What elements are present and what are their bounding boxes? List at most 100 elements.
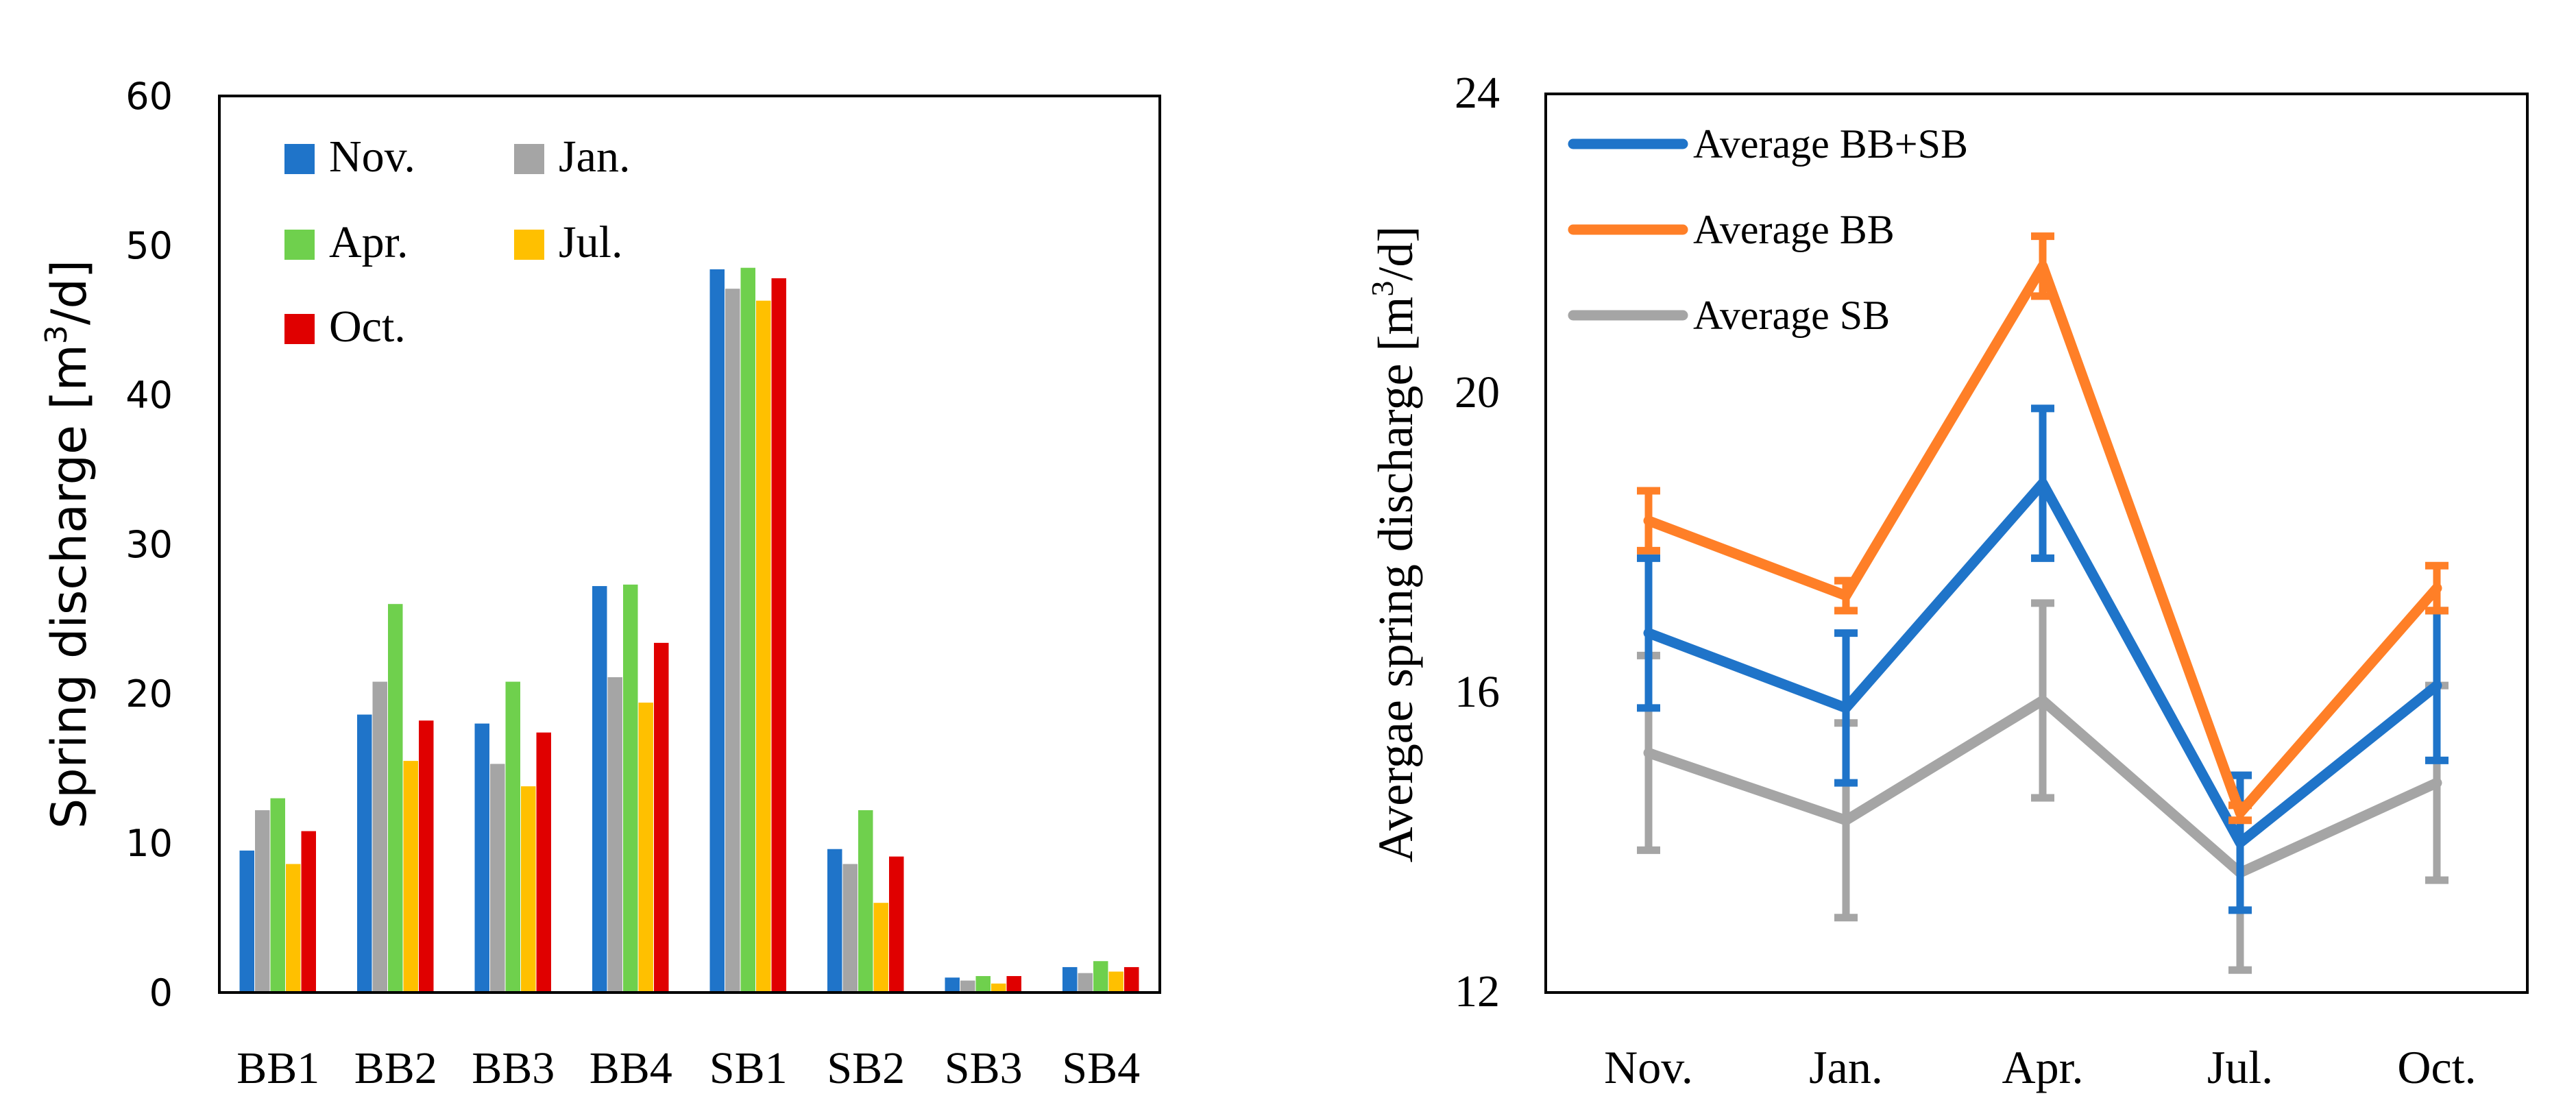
bar-chart: 0 10 20 30 40 50 60 BB1 BB2 BB3 BB4 SB1 SB2 SB3 SB4 S… (39, 75, 1161, 1093)
bar-sb2-oct (889, 856, 904, 993)
bar-legend: Nov. Jan. Apr. Jul. Oct. (284, 132, 630, 352)
bar-bb1-apr (270, 798, 285, 993)
bar-bb4-oct (654, 642, 669, 993)
bar-legend-swatch (284, 230, 315, 260)
error-bar (2031, 404, 2054, 562)
bar-sb3-apr (975, 976, 991, 993)
bar-bb1-nov (239, 850, 254, 993)
error-bar (1834, 576, 1858, 615)
line-y-tick-label: 20 (1455, 367, 1500, 417)
bar-legend-swatch (514, 144, 544, 174)
bar-bb4-nov (592, 586, 607, 993)
bar-sb2-jan (842, 864, 858, 993)
line-x-tick-label: Oct. (2397, 1041, 2476, 1093)
bar-sb1-oct (771, 278, 786, 993)
bar-bb2-nov (357, 714, 372, 993)
bar-legend-swatch (284, 144, 315, 174)
error-bar (2425, 561, 2449, 615)
bar-y-tick-label: 0 (149, 971, 173, 1014)
bar-bb1-jul (286, 864, 301, 993)
line-y-tick-label: 12 (1455, 966, 1500, 1016)
bar-sb3-jul (991, 983, 1006, 993)
error-bar (1637, 554, 1660, 712)
line-legend-label: Average BB+SB (1693, 121, 1968, 167)
bar-series-group (239, 267, 1139, 993)
bar-x-tick-label: SB1 (709, 1043, 788, 1093)
bar-bb2-oct (419, 720, 434, 993)
bar-bb4-apr (623, 584, 638, 993)
line-y-tick-label: 24 (1455, 68, 1500, 118)
bar-x-tick-label: BB3 (472, 1043, 555, 1093)
bar-plot-frame (218, 95, 1161, 994)
bar-bb2-jan (372, 681, 387, 993)
error-bar (1637, 487, 1660, 555)
bar-bb1-oct (301, 831, 316, 993)
bar-sb1-jul (756, 300, 771, 993)
line-legend-label: Average BB (1693, 207, 1895, 252)
bar-y-tick-label: 50 (125, 224, 173, 267)
bar-sb2-apr (858, 810, 873, 993)
bar-y-tick-labels: 0 10 20 30 40 50 60 (125, 75, 173, 1014)
bar-y-tick-label: 60 (125, 75, 173, 118)
bar-sb2-nov (827, 849, 842, 993)
bar-sb3-nov (945, 977, 960, 993)
line-y-axis-label: Avergae spring discharge [m3/d] (1365, 226, 1423, 863)
line-chart: 12 16 20 24 Nov. Jan. Apr. Jul. Oct. Avergae sp… (1365, 68, 2529, 1093)
bar-y-tick-label: 40 (125, 374, 173, 417)
bar-legend-label: Nov. (329, 132, 415, 182)
bar-legend-label: Oct. (329, 302, 406, 352)
bar-sb3-jan (960, 980, 975, 993)
bar-bb3-jan (490, 764, 505, 993)
bar-bb3-nov (474, 723, 489, 993)
bar-legend-swatch (514, 230, 544, 260)
error-bar (2228, 801, 2252, 825)
error-bar (2031, 599, 2054, 802)
bar-sb3-oct (1006, 976, 1021, 993)
bar-bb2-apr (388, 604, 403, 993)
bar-y-tick-label: 20 (125, 672, 173, 716)
line-x-tick-label: Jan. (1809, 1041, 1883, 1093)
bar-x-tick-label: BB1 (236, 1043, 319, 1093)
error-bar (2031, 232, 2054, 300)
bar-y-tick-label: 10 (125, 822, 173, 865)
bar-bb1-jan (255, 810, 270, 993)
bar-bb3-jul (521, 786, 536, 993)
bar-sb4-nov (1062, 966, 1078, 993)
line-plot-frame (1544, 93, 2529, 994)
error-bar (1834, 629, 1858, 787)
line-legend: Average BB+SB Average BB Average SB (1568, 121, 1968, 338)
bar-sb1-nov (709, 269, 725, 993)
bar-x-tick-label: SB4 (1062, 1043, 1140, 1093)
bar-legend-label: Jul. (559, 217, 623, 267)
line-x-tick-label: Nov. (1604, 1041, 1693, 1093)
line-x-tick-label: Jul. (2207, 1041, 2273, 1093)
bar-bb4-jan (607, 677, 622, 993)
line-legend-label: Average SB (1693, 293, 1890, 338)
bar-legend-label: Jan. (559, 132, 630, 182)
bar-sb1-jan (725, 289, 740, 993)
bar-legend-label: Apr. (329, 217, 409, 267)
bar-bb3-oct (536, 732, 551, 993)
bar-x-tick-labels: BB1 BB2 BB3 BB4 SB1 SB2 SB3 SB4 (236, 1043, 1140, 1093)
bar-sb4-apr (1093, 961, 1108, 993)
bar-sb4-jul (1108, 971, 1123, 993)
bar-x-tick-label: BB4 (590, 1043, 672, 1093)
bar-sb4-oct (1124, 966, 1139, 993)
bar-sb2-jul (873, 903, 888, 993)
line-y-tick-label: 16 (1455, 667, 1500, 717)
bar-legend-swatch (284, 314, 315, 344)
bar-sb1-apr (740, 267, 755, 993)
line-x-tick-label: Apr. (2002, 1041, 2084, 1093)
line-y-tick-labels: 12 16 20 24 (1455, 68, 1500, 1016)
bar-x-tick-label: BB2 (354, 1043, 437, 1093)
line-series-group (1637, 232, 2449, 974)
bar-bb4-jul (638, 703, 653, 993)
bar-sb4-jan (1078, 973, 1093, 993)
line-x-tick-labels: Nov. Jan. Apr. Jul. Oct. (1604, 1041, 2476, 1093)
bar-bb2-jul (403, 761, 418, 993)
bar-y-axis-label: Spring discharge [m3/d] (39, 260, 97, 829)
bar-x-tick-label: SB3 (945, 1043, 1023, 1093)
bar-y-tick-label: 30 (125, 523, 173, 566)
bar-x-tick-label: SB2 (827, 1043, 905, 1093)
